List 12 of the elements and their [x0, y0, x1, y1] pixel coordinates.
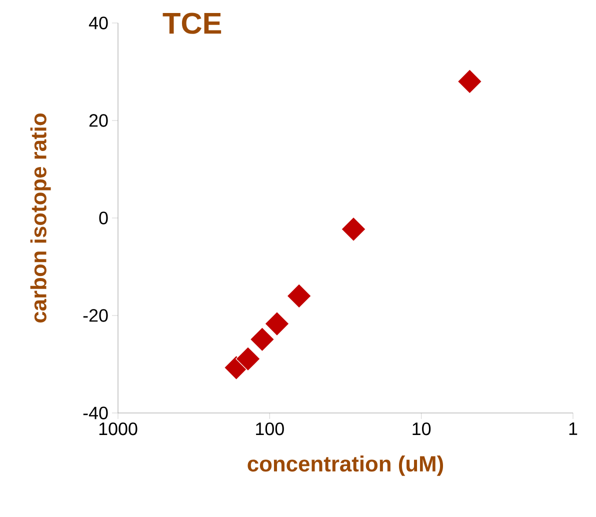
x-tick-label: 100: [256, 422, 284, 436]
y-tick-label: 40: [88, 16, 108, 30]
chart-title: TCE: [162, 12, 222, 34]
y-tick-label: 0: [99, 212, 108, 224]
x-tick-label: 1: [569, 422, 578, 435]
x-tick-label: 1000: [99, 422, 138, 436]
y-tick-label: 20: [89, 114, 108, 127]
y-axis-title: carbon isotope ratio: [30, 114, 51, 322]
y-tick-label: -20: [83, 309, 108, 322]
x-axis-title: concentration (uM): [248, 456, 444, 476]
x-tick-label: 10: [412, 422, 431, 436]
y-tick-label: -40: [83, 406, 108, 420]
